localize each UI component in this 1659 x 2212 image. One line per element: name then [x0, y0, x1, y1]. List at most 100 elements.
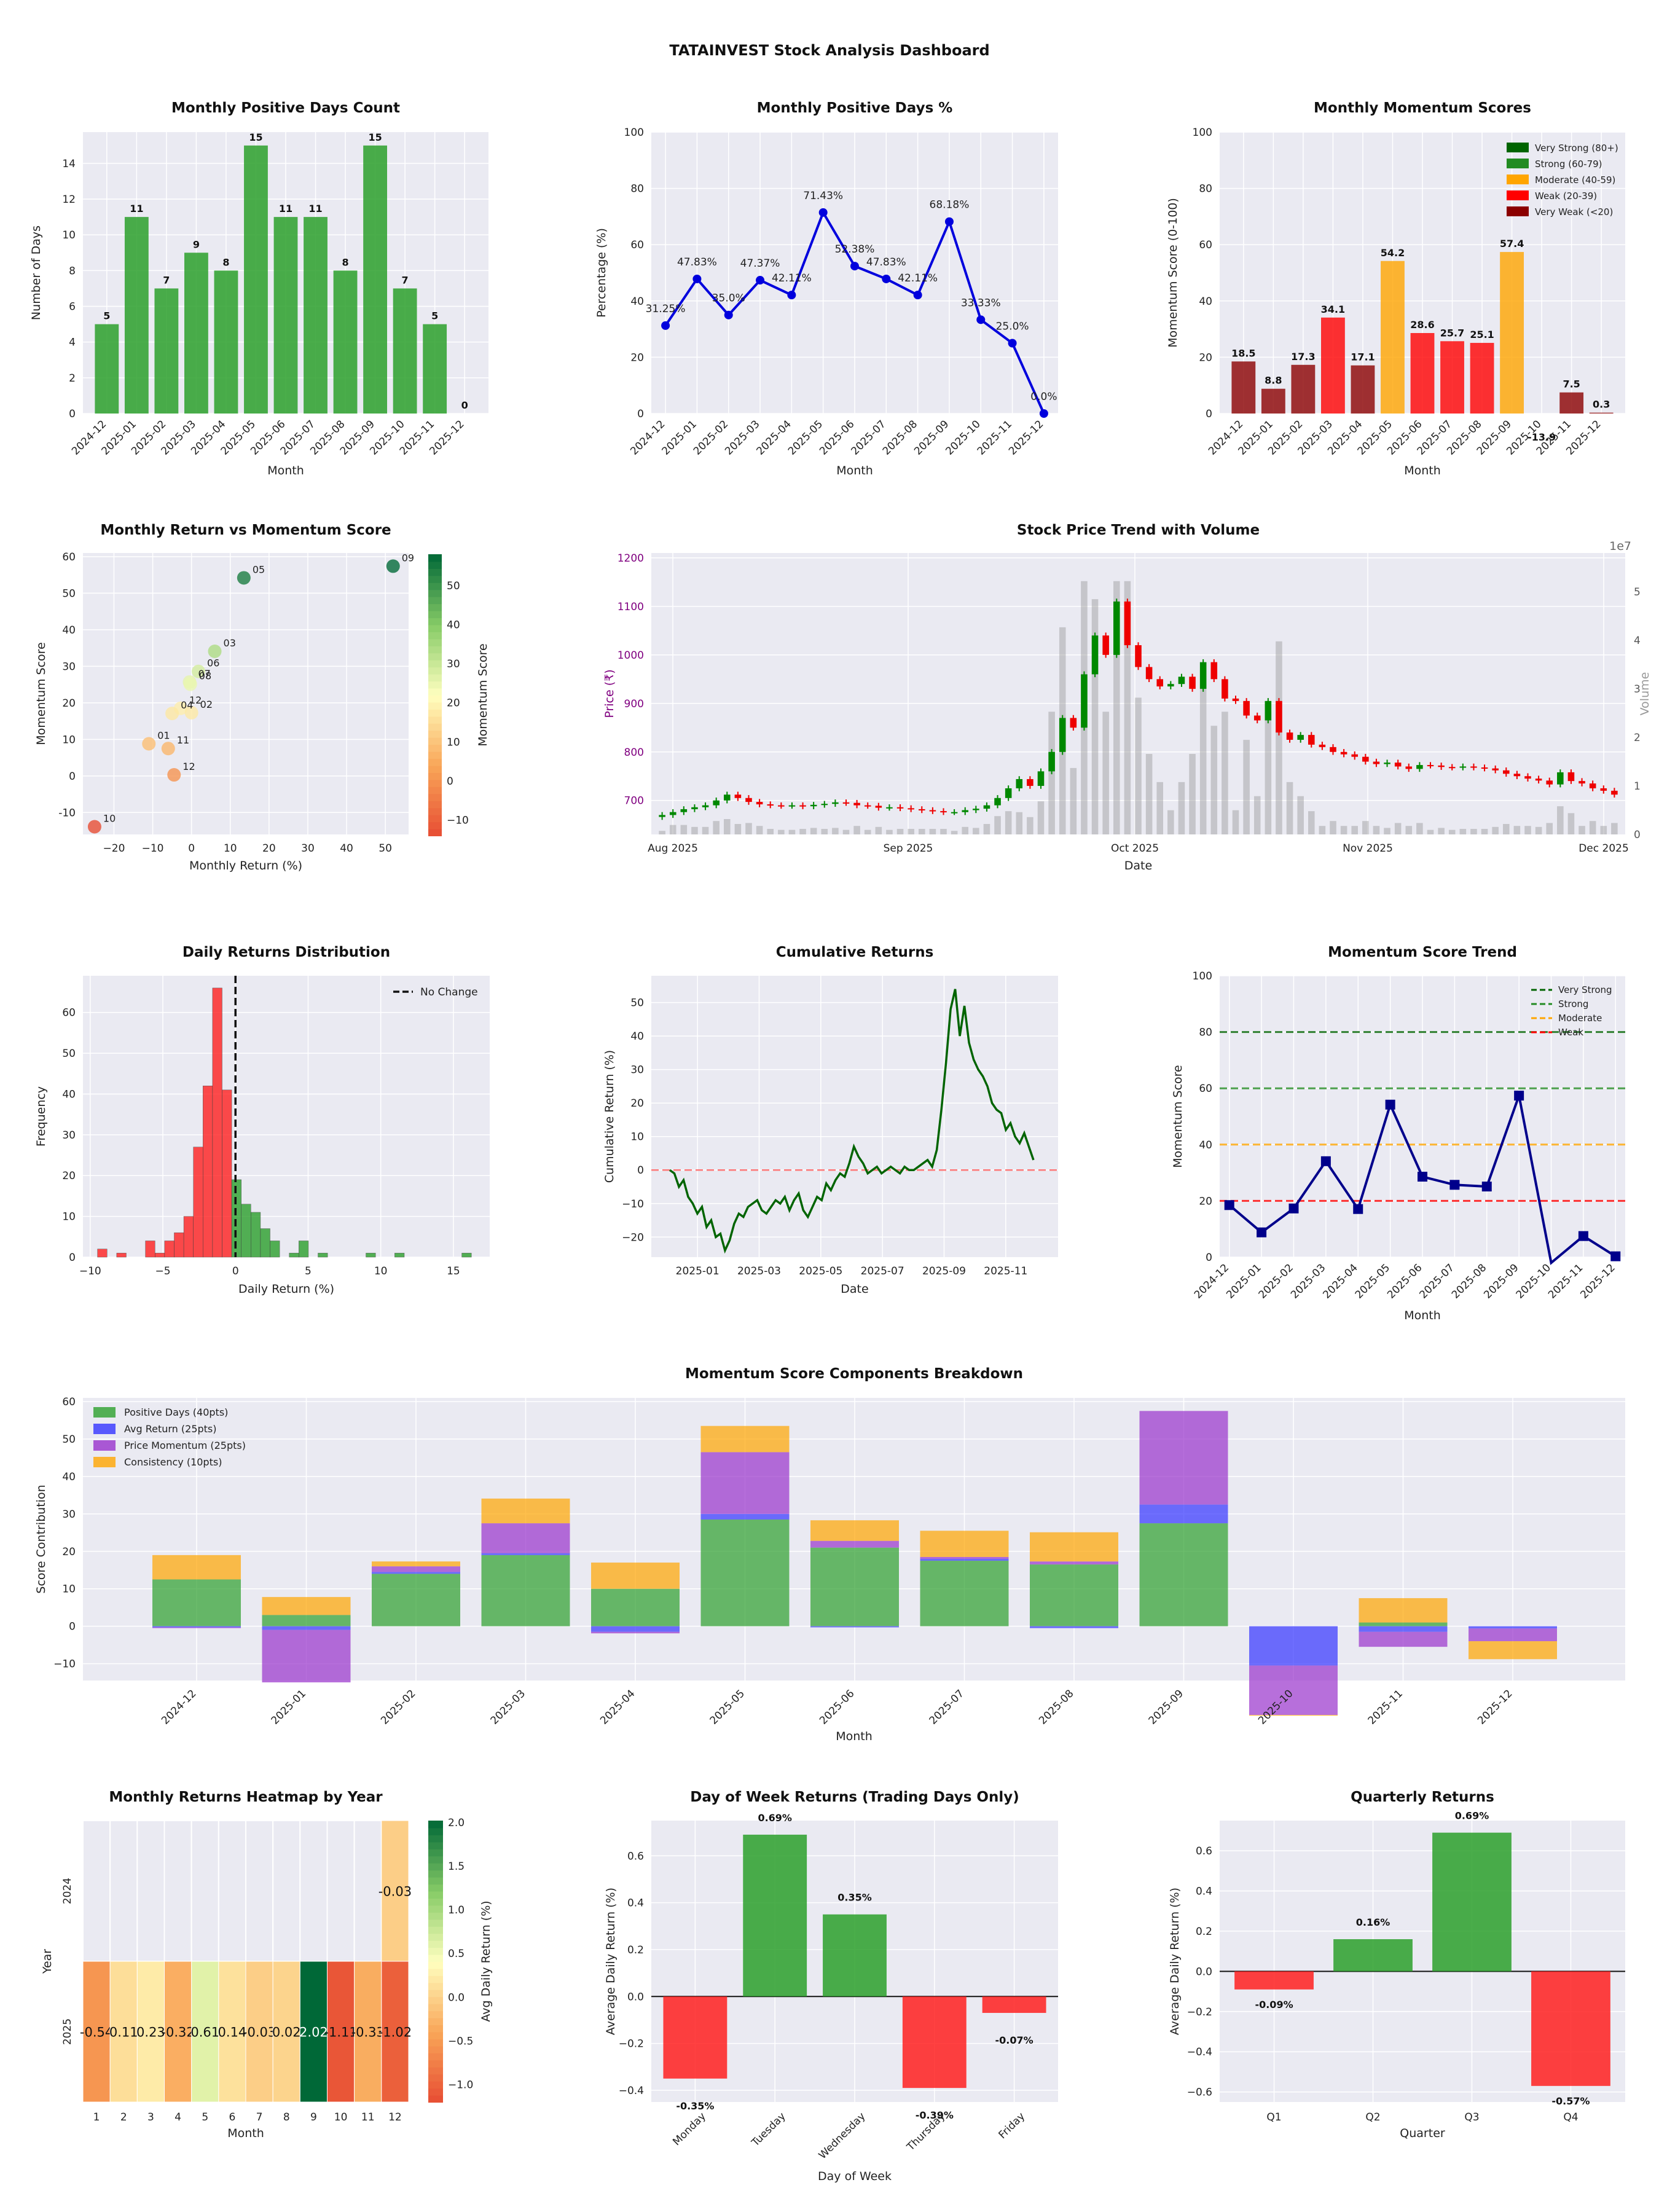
volume-bar [1286, 782, 1293, 834]
candle-body [1502, 770, 1510, 774]
bar [1589, 412, 1614, 414]
volume-bar [1416, 823, 1423, 834]
candle-body [723, 794, 731, 801]
histogram-bin [299, 1241, 309, 1258]
stacked-segment [591, 1563, 680, 1589]
data-point [1514, 1091, 1524, 1101]
y-tick-label: 2024 [61, 1878, 74, 1904]
colorbar-segment [428, 2045, 443, 2053]
x-tick-label: −10 [142, 842, 164, 855]
heatmap-empty-cell [245, 1820, 274, 1962]
y-tick-label: 30 [62, 661, 76, 673]
histogram-bin [155, 1253, 165, 1258]
y-tick-label: 0.6 [1196, 1845, 1212, 1857]
x-tick-label: −20 [103, 842, 125, 855]
stacked-segment [700, 1520, 790, 1626]
chart-title: Monthly Returns Heatmap by Year [109, 1789, 383, 1805]
x-axis-label: Month [836, 464, 873, 477]
y-tick-label: 2025 [61, 2018, 74, 2045]
histogram-bin [394, 1253, 405, 1258]
x-tick-label: 10 [334, 2111, 348, 2124]
x-tick-label: 2025-02 [1257, 1261, 1296, 1301]
candle-body [1286, 732, 1293, 740]
data-label: 42.11% [772, 272, 812, 284]
colorbar-tick: 1.0 [448, 1904, 465, 1916]
bar [124, 217, 149, 414]
x-tick-label: Dec 2025 [1579, 842, 1629, 855]
candle-body [1579, 781, 1585, 784]
data-point [167, 768, 181, 782]
data-label: 0.16% [1356, 1916, 1390, 1928]
data-point [237, 571, 251, 585]
y-tick-label: −10 [53, 1658, 76, 1671]
colorbar-segment [428, 1919, 443, 1927]
chart-momentum-scores: 0 20 40 60 80 100 18.5 8.8 17.3 34.1 17.1 54.2 28.6 2… [1166, 100, 1625, 477]
candle-body [940, 811, 947, 813]
y-tick-label: 0.0 [1196, 1966, 1212, 1978]
x-tick-label: 40 [340, 842, 353, 855]
chart-title: Monthly Positive Days % [757, 100, 953, 116]
x-tick-label: 9 [310, 2111, 317, 2124]
data-point [161, 742, 175, 756]
y-tick-label: 60 [1199, 239, 1212, 251]
y-tick-label: 0 [69, 1621, 76, 1633]
histogram-bin [241, 1204, 251, 1258]
y-tick-label: 40 [1199, 296, 1212, 308]
y-tick-label: 20 [630, 351, 644, 364]
volume-bar [702, 826, 709, 834]
data-label: -13.9 [1528, 431, 1556, 443]
heatmap-cell [245, 1961, 273, 2103]
heatmap-empty-cell [109, 1820, 138, 1962]
candle-body [1448, 767, 1456, 769]
y-tick-label: 0 [1206, 408, 1212, 420]
colorbar-segment [428, 575, 442, 583]
colorbar-segment [428, 708, 442, 717]
colorbar-segment [428, 1912, 443, 1920]
y-tick-label: 10 [62, 734, 76, 746]
volume-bar [1016, 812, 1023, 834]
y-axis-label: Number of Days [29, 226, 43, 320]
x-tick-label: Monday [670, 2110, 708, 2148]
volume-bar [994, 816, 1001, 834]
heatmap-empty-cell [218, 1820, 247, 1962]
stacked-segment [920, 1561, 1009, 1626]
x-tick-label: 2025-04 [598, 1687, 637, 1727]
candle-body [1384, 763, 1390, 764]
heatmap-value: -0.03 [243, 2025, 276, 2040]
y-tick-label: −10 [622, 1198, 644, 1210]
colorbar-tick: 0.5 [448, 1948, 465, 1960]
x-axis-label: Month [1404, 1309, 1441, 1322]
chart-title: Monthly Positive Days Count [171, 100, 400, 116]
data-label: 9 [193, 238, 200, 250]
y-tick-label: 30 [62, 1129, 76, 1142]
x-tick-label: 0 [232, 1265, 239, 1277]
colorbar-segment [428, 1961, 443, 1969]
x-tick-label: 2025-12 [1006, 418, 1046, 457]
bar [823, 1914, 887, 1997]
colorbar-tick: 2.0 [448, 1817, 465, 1829]
x-axis-label: Quarter [1400, 2127, 1445, 2140]
heatmap-empty-cell [136, 1820, 165, 1962]
data-label: 11 [130, 203, 143, 214]
y-tick-label: 20 [1199, 1195, 1212, 1207]
colorbar-tick: 10 [447, 736, 460, 748]
legend-swatch [1507, 190, 1529, 200]
colorbar-segment [428, 716, 442, 724]
candle-body [1470, 766, 1477, 768]
volume-bar [821, 829, 828, 834]
data-label: 0.0% [1030, 391, 1057, 403]
volume-bar [1589, 821, 1596, 834]
colorbar-segment [428, 1933, 443, 1941]
colorbar-segment [428, 793, 442, 801]
y-tick-label: 40 [1199, 1139, 1212, 1151]
y-axis-label: Momentum Score [1171, 1065, 1185, 1168]
colorbar-segment [428, 582, 442, 590]
candle-body [1232, 698, 1239, 701]
x-tick-label: 2025-01 [676, 1265, 720, 1277]
candle-body [659, 815, 665, 817]
y-tick-label: 0.2 [1196, 1926, 1212, 1938]
heatmap-cell [272, 1961, 300, 2103]
data-label: 8 [342, 256, 348, 268]
y-tick-label: 50 [62, 1433, 76, 1446]
